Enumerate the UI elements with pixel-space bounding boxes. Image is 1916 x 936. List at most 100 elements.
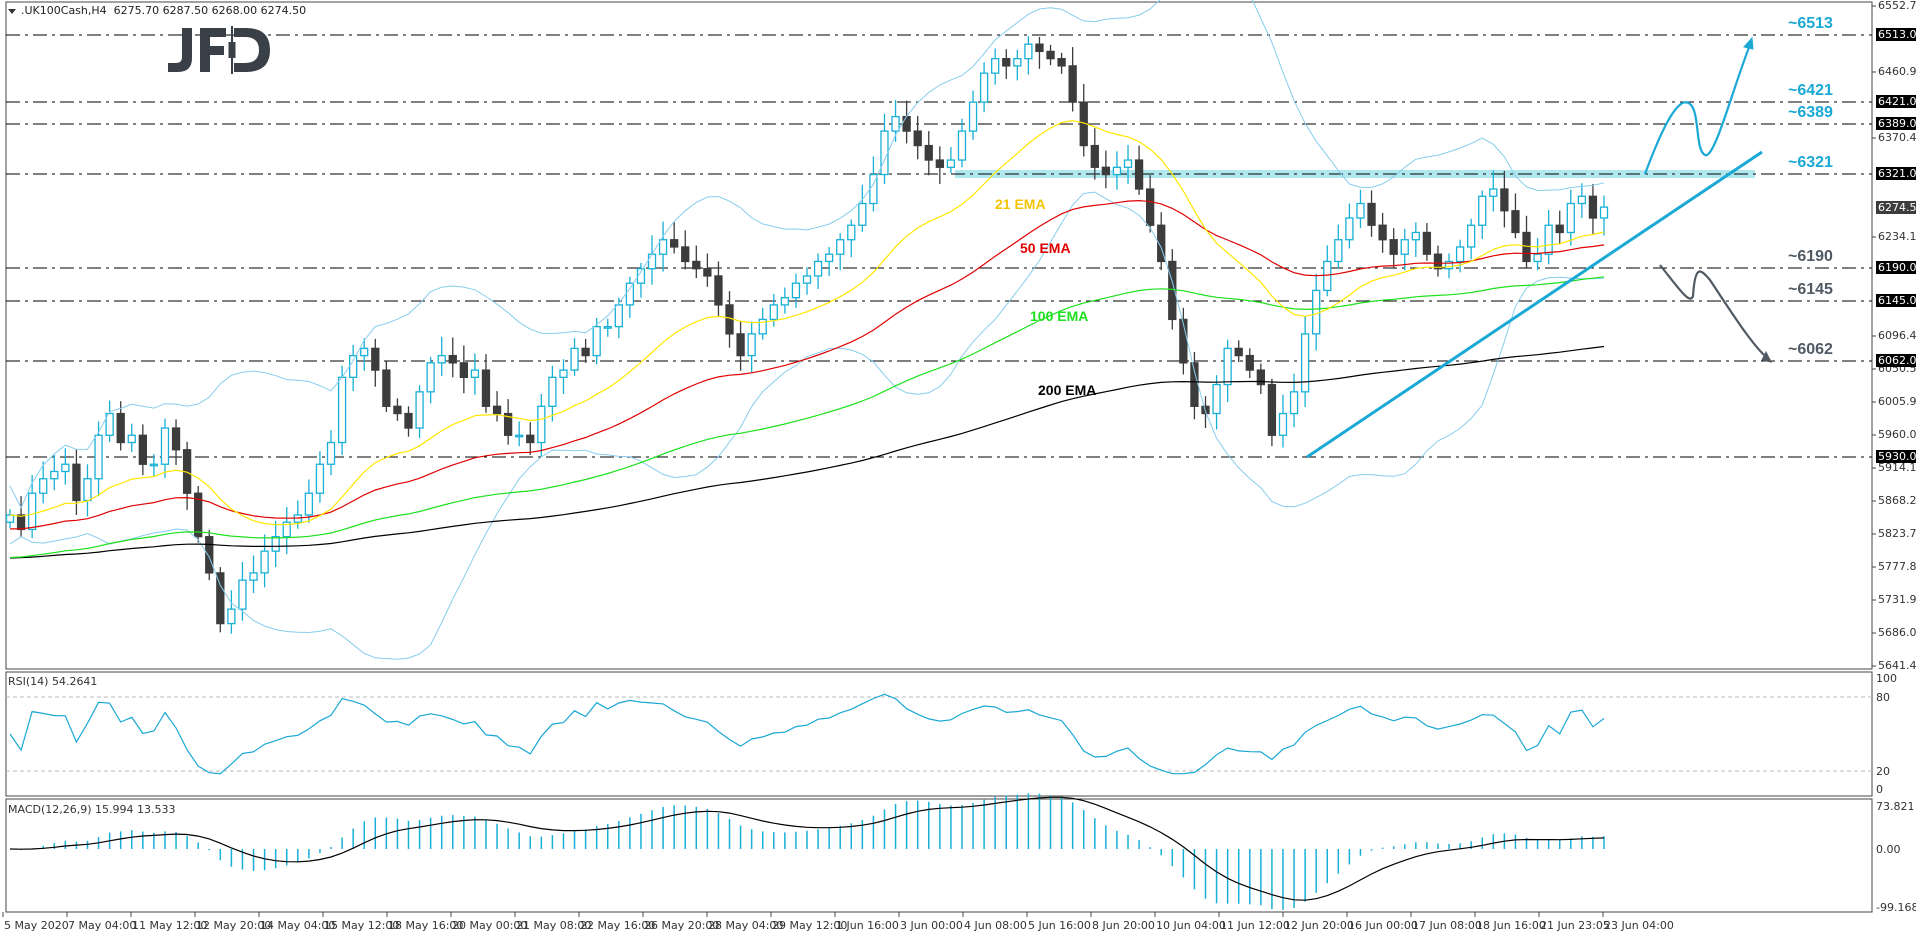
candle-body bbox=[1312, 289, 1321, 335]
candle-body bbox=[1588, 195, 1598, 219]
candle-body bbox=[94, 434, 103, 480]
dropdown-triangle-icon[interactable] bbox=[8, 8, 16, 14]
candle-body bbox=[979, 72, 989, 103]
price-tick-label: 5731.90 bbox=[1878, 593, 1916, 606]
candle-body bbox=[747, 333, 756, 357]
time-label: 18 Jun 16:00 bbox=[1476, 919, 1546, 932]
rsi-axis-100: 100 bbox=[1876, 672, 1897, 685]
candle-body bbox=[592, 325, 601, 357]
candle-body bbox=[526, 434, 535, 444]
price-tick-label: 6096.40 bbox=[1878, 329, 1916, 342]
candle-body bbox=[658, 239, 668, 255]
candle-body bbox=[1057, 58, 1066, 67]
arrow-down-icon bbox=[1761, 350, 1772, 363]
candle-body bbox=[1522, 231, 1531, 263]
symbol-label: .UK100Cash,H4 bbox=[21, 4, 107, 17]
price-tick-label: 5823.70 bbox=[1878, 527, 1916, 540]
candle-body bbox=[802, 275, 812, 284]
candle-body bbox=[349, 354, 358, 378]
jfd-logo bbox=[168, 26, 272, 78]
candle-body bbox=[1134, 159, 1144, 190]
candle-body bbox=[813, 260, 823, 277]
candle-body bbox=[703, 268, 712, 277]
time-label: 20 May 00:00 bbox=[452, 919, 528, 932]
time-label: 3 Jun 00:00 bbox=[900, 919, 963, 932]
candle-body bbox=[216, 572, 225, 625]
price-tick-label: 6460.90 bbox=[1878, 65, 1916, 78]
price-tick-label: 6552.70 bbox=[1878, 0, 1916, 12]
candle-body bbox=[492, 405, 502, 415]
time-label: 5 Jun 16:00 bbox=[1028, 919, 1091, 932]
candle-body bbox=[127, 434, 136, 444]
candle-body bbox=[847, 224, 856, 241]
bullish-scenario-path bbox=[1643, 39, 1754, 175]
level-label-6190: ~6190 bbox=[1788, 248, 1833, 265]
candle-body bbox=[503, 412, 513, 436]
candle-body bbox=[1146, 188, 1155, 226]
level-price-tag: 6513.00 bbox=[1876, 28, 1916, 41]
candle-body bbox=[614, 304, 623, 328]
candle-body bbox=[304, 492, 314, 516]
candle-body bbox=[858, 202, 867, 226]
macd-axis-max: 73.821 bbox=[1876, 800, 1915, 813]
candle-body bbox=[991, 58, 1000, 74]
candle-body bbox=[1478, 195, 1487, 226]
time-label: 14 May 04:00 bbox=[260, 919, 336, 932]
candle-body bbox=[116, 412, 125, 444]
candle-body bbox=[1489, 188, 1498, 197]
candle-body bbox=[1444, 260, 1454, 270]
candle-body bbox=[426, 362, 435, 393]
candle-body bbox=[337, 376, 347, 444]
candle-body bbox=[1334, 239, 1343, 263]
candle-body bbox=[946, 159, 956, 168]
candle-body bbox=[1212, 383, 1221, 415]
jfd-logo-icon bbox=[168, 26, 270, 74]
candle-body bbox=[1367, 202, 1376, 226]
time-label: 28 May 04:00 bbox=[708, 919, 784, 932]
candle-body bbox=[824, 253, 834, 263]
current-price-tag: 6274.50 bbox=[1876, 201, 1916, 214]
price-tick-label: 6370.45 bbox=[1878, 131, 1916, 144]
ema-50-line bbox=[10, 199, 1605, 530]
price-tick-label: 5914.15 bbox=[1878, 461, 1916, 474]
candle-body bbox=[1433, 253, 1443, 270]
candle-body bbox=[326, 441, 336, 465]
candle-body bbox=[1046, 50, 1055, 60]
rsi-axis-0: 0 bbox=[1876, 783, 1883, 796]
candle-body bbox=[1267, 383, 1277, 436]
candle-body bbox=[636, 268, 646, 284]
candle-body bbox=[1566, 202, 1575, 234]
candle-body bbox=[238, 579, 247, 610]
candle-body bbox=[1101, 166, 1111, 176]
time-label: 16 Jun 00:00 bbox=[1348, 919, 1418, 932]
candle-body bbox=[1013, 58, 1022, 67]
ema-label: 200 EMA bbox=[1038, 382, 1097, 398]
candle-body bbox=[714, 275, 723, 306]
candle-body bbox=[260, 550, 269, 574]
candle-body bbox=[16, 514, 26, 531]
candle-body bbox=[913, 130, 922, 147]
candle-body bbox=[227, 608, 236, 625]
level-label-6321: ~6321 bbox=[1788, 154, 1833, 171]
time-label: 26 May 20:00 bbox=[644, 919, 720, 932]
candle-body bbox=[1157, 224, 1166, 263]
candle-body bbox=[625, 282, 635, 306]
price-tick-label: 5777.80 bbox=[1878, 560, 1916, 573]
candle-body bbox=[5, 514, 15, 523]
candle-body bbox=[1378, 224, 1387, 241]
price-tick-label: 5960.05 bbox=[1878, 428, 1916, 441]
candle-body bbox=[171, 427, 181, 451]
candle-body bbox=[360, 347, 369, 357]
candle-body bbox=[681, 246, 690, 263]
bollinger-upper bbox=[9, 0, 1605, 509]
candle-body bbox=[1024, 43, 1033, 60]
candle-body bbox=[1511, 210, 1520, 234]
candle-body bbox=[282, 521, 291, 538]
candle-body bbox=[670, 239, 679, 248]
candle-body bbox=[459, 362, 468, 378]
ascending-trendline bbox=[1306, 150, 1763, 459]
time-label: 21 May 08:00 bbox=[516, 919, 592, 932]
candle-body bbox=[61, 463, 70, 473]
candle-body bbox=[647, 253, 657, 270]
